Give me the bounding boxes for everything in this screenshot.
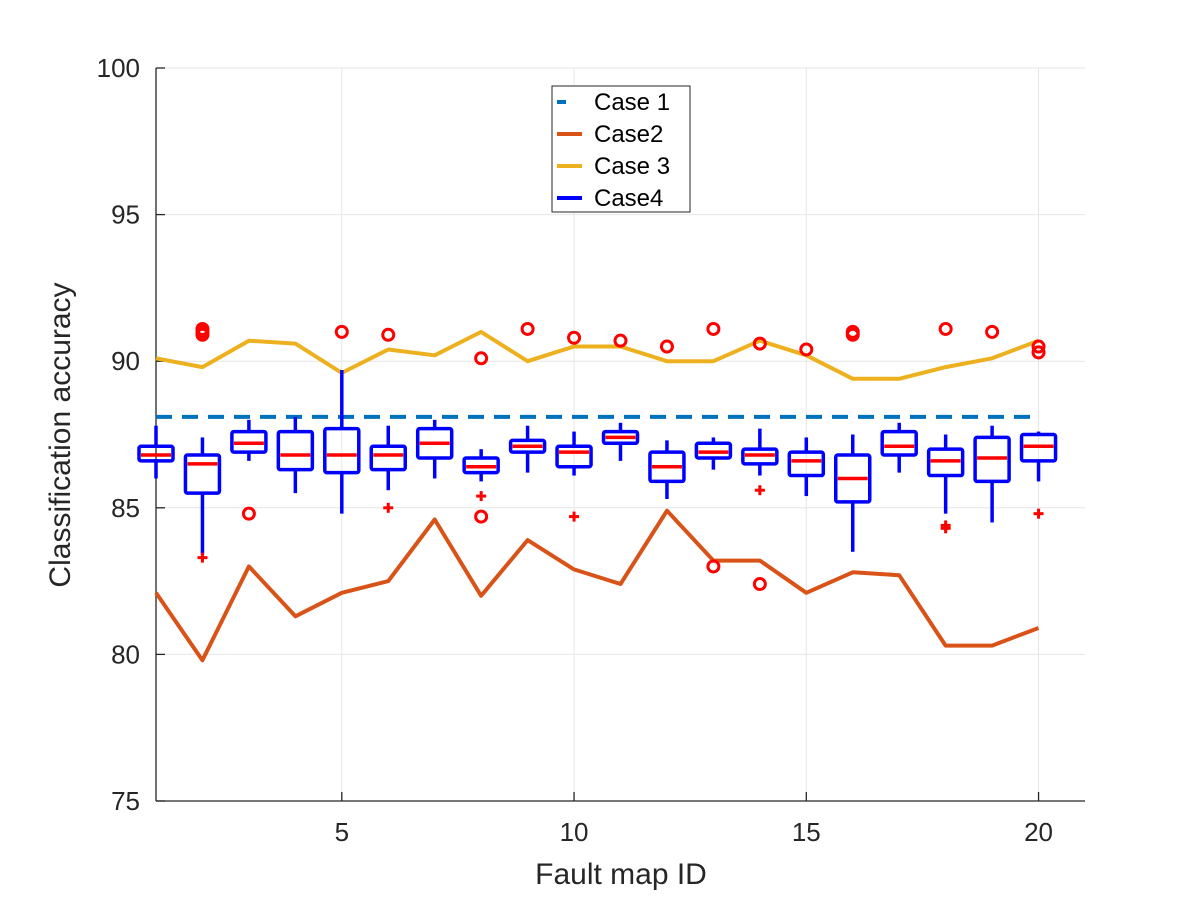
- outlier-marker: [799, 342, 814, 357]
- outlier-marker: [706, 321, 721, 336]
- outlier-marker: [241, 506, 256, 521]
- outlier-marker: [659, 339, 674, 354]
- outlier-marker: [197, 552, 208, 563]
- legend-box: [551, 85, 691, 213]
- box: [880, 429, 918, 457]
- box: [415, 426, 454, 460]
- x-tick-label: 10: [560, 817, 589, 847]
- box: [323, 426, 361, 475]
- outlier-marker: [520, 321, 535, 336]
- box: [648, 450, 686, 484]
- outlier-marker: [383, 502, 394, 513]
- box: [787, 450, 826, 478]
- box: [694, 441, 733, 460]
- y-tick-label: 90: [111, 346, 140, 376]
- y-tick-label: 75: [111, 786, 140, 816]
- box: [462, 456, 500, 475]
- outlier-marker: [940, 523, 951, 534]
- y-axis-label: Classification accuracy: [44, 282, 77, 587]
- outlier-marker: [1031, 345, 1046, 360]
- y-tick-label: 95: [111, 200, 140, 230]
- y-tick-label: 80: [111, 639, 140, 669]
- outlier-marker: [845, 327, 860, 342]
- box: [926, 447, 965, 478]
- legend: Case 1 Case2 Case 3 Case4: [551, 85, 691, 213]
- series-line: [155, 329, 1040, 381]
- box: [369, 444, 407, 472]
- box: [276, 429, 315, 472]
- legend-label: Case 1: [594, 89, 670, 116]
- outlier-marker: [752, 577, 767, 592]
- tick-labels: 5 10 15 20 75 80 85 90 95 100: [97, 53, 1053, 847]
- outlier-marker: [334, 324, 349, 339]
- x-tick-label: 20: [1024, 817, 1053, 847]
- box: [601, 429, 640, 446]
- outlier-marker: [474, 509, 489, 524]
- series-lines: [154, 329, 1040, 663]
- legend-label: Case4: [594, 185, 663, 212]
- outlier-marker: [938, 321, 953, 336]
- outlier-marker: [567, 330, 582, 345]
- outlier-marker: [1031, 339, 1046, 354]
- outlier-marker: [1033, 508, 1044, 519]
- outlier-marker: [476, 491, 487, 502]
- legend-label: Case 3: [594, 153, 670, 180]
- x-axis-label: Fault map ID: [535, 858, 707, 891]
- box: [555, 444, 593, 469]
- boxplots: [137, 369, 1058, 555]
- outlier-marker: [706, 559, 721, 574]
- outlier-marker: [613, 333, 628, 348]
- box: [183, 453, 222, 495]
- box: [230, 429, 268, 454]
- x-tick-label: 15: [792, 817, 821, 847]
- outliers: [195, 321, 1046, 592]
- box: [508, 438, 547, 454]
- series-line: [154, 508, 1040, 663]
- outlier-marker: [474, 351, 489, 366]
- box: [137, 444, 175, 463]
- y-tick-label: 100: [97, 53, 140, 83]
- box: [834, 453, 872, 504]
- box: [741, 447, 779, 466]
- outlier-marker: [752, 336, 767, 351]
- box: [1019, 432, 1058, 463]
- outlier-marker: [985, 324, 1000, 339]
- legend-label: Case2: [594, 121, 663, 148]
- outlier-marker: [569, 511, 580, 522]
- outlier-marker: [381, 327, 396, 342]
- outlier-marker: [754, 485, 765, 496]
- box: [973, 435, 1011, 484]
- y-tick-label: 85: [111, 493, 140, 523]
- x-tick-label: 5: [335, 817, 349, 847]
- outlier-marker: [195, 327, 210, 342]
